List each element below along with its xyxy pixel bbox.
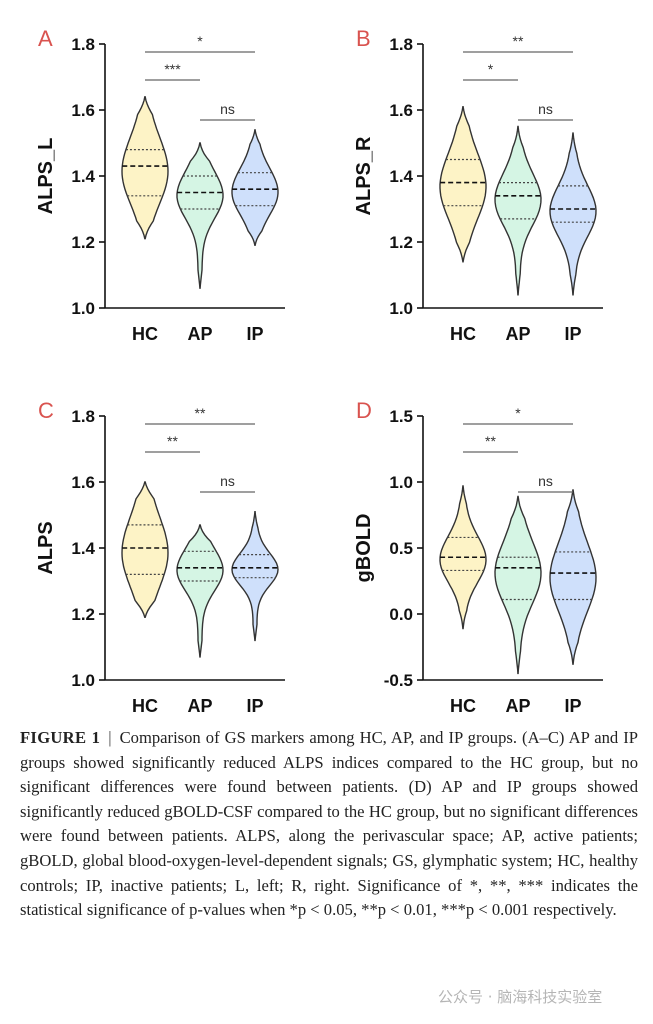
- y-tick-label: 0.0: [389, 605, 413, 624]
- panel-c: C 1.0 1.2 1.4 1.6 1.8 ALPS HC AP IP ** ** ns: [35, 398, 285, 716]
- y-tick-label: 1.2: [71, 605, 95, 624]
- violin-hc: [439, 105, 487, 263]
- y-tick-label: 1.2: [71, 233, 95, 252]
- y-axis-title: ALPS_L: [35, 138, 57, 215]
- panel-letter: B: [356, 26, 371, 51]
- y-tick-label: 1.8: [71, 407, 95, 426]
- violin-ap: [494, 125, 542, 296]
- panel-letter: A: [38, 26, 53, 51]
- significance-label: **: [513, 33, 524, 49]
- x-category-label: HC: [450, 324, 476, 344]
- violin-ap: [176, 524, 224, 658]
- panel-letter: C: [38, 398, 54, 423]
- caption-title: FIGURE 1: [20, 728, 101, 747]
- violin-ip: [549, 489, 597, 665]
- x-category-label: HC: [450, 696, 476, 716]
- y-tick-label: 1.2: [389, 233, 413, 252]
- violin-hc: [121, 481, 169, 619]
- significance-label: **: [195, 405, 206, 421]
- panel-letter: D: [356, 398, 372, 423]
- figure-caption: FIGURE 1 | Comparison of GS markers among …: [20, 726, 638, 923]
- x-category-label: AP: [187, 696, 212, 716]
- violin-ap: [176, 142, 224, 289]
- violin-ap: [494, 495, 542, 675]
- violin-ip: [231, 510, 279, 642]
- figure-1: A 1.0 1.2 1.4 1.6 1.8 ALPS_L HC AP IP * *** ns B 1.0 1.…: [35, 26, 603, 716]
- y-tick-label: 1.6: [389, 101, 413, 120]
- y-tick-label: 0.5: [389, 539, 413, 558]
- significance-label: ns: [220, 101, 235, 117]
- y-tick-label: 1.6: [71, 101, 95, 120]
- y-tick-label: 1.0: [71, 299, 95, 318]
- x-category-label: HC: [132, 696, 158, 716]
- y-tick-label: -0.5: [384, 671, 413, 690]
- significance-label: ns: [220, 473, 235, 489]
- y-tick-label: 1.6: [71, 473, 95, 492]
- violin-ip: [549, 132, 597, 296]
- significance-label: ns: [538, 473, 553, 489]
- x-category-label: HC: [132, 324, 158, 344]
- significance-label: *: [515, 405, 521, 421]
- significance-label: **: [167, 433, 178, 449]
- watermark: 公众号 · 脑海科技实验室: [438, 988, 603, 1006]
- y-tick-label: 1.4: [71, 167, 95, 186]
- violin-hc: [439, 485, 487, 630]
- x-category-label: IP: [246, 324, 263, 344]
- y-tick-label: 1.4: [71, 539, 95, 558]
- y-axis-title: gBOLD: [353, 514, 375, 583]
- caption-text: Comparison of GS markers among HC, AP, a…: [20, 728, 638, 920]
- violin-ip: [231, 129, 279, 247]
- y-tick-label: 1.8: [71, 35, 95, 54]
- violin-hc: [121, 96, 169, 240]
- y-tick-label: 1.0: [389, 473, 413, 492]
- significance-label: *: [197, 33, 203, 49]
- y-tick-label: 1.0: [389, 299, 413, 318]
- significance-label: ns: [538, 101, 553, 117]
- y-tick-label: 1.8: [389, 35, 413, 54]
- x-category-label: AP: [187, 324, 212, 344]
- significance-label: ***: [164, 61, 181, 77]
- x-category-label: IP: [564, 324, 581, 344]
- x-category-label: IP: [246, 696, 263, 716]
- y-axis-title: ALPS_R: [353, 136, 375, 215]
- caption-separator: |: [108, 728, 112, 747]
- y-tick-label: 1.4: [389, 167, 413, 186]
- significance-label: *: [488, 61, 494, 77]
- y-tick-label: 1.0: [71, 671, 95, 690]
- significance-label: **: [485, 433, 496, 449]
- x-category-label: AP: [505, 696, 530, 716]
- x-category-label: IP: [564, 696, 581, 716]
- y-axis-title: ALPS: [35, 521, 57, 574]
- y-tick-label: 1.5: [389, 407, 413, 426]
- x-category-label: AP: [505, 324, 530, 344]
